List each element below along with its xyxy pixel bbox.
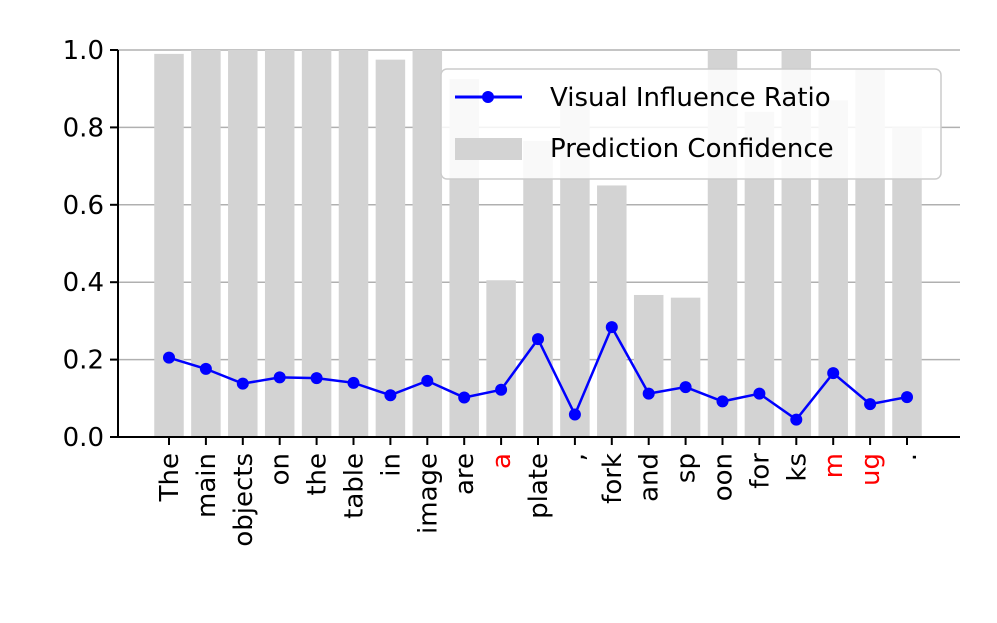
data-point [568, 408, 581, 421]
bar [597, 185, 627, 437]
x-tick-label: a [487, 453, 517, 469]
data-point [347, 376, 360, 389]
x-tick-label: the [303, 453, 333, 496]
data-point [753, 387, 766, 400]
legend-bar-swatch [455, 138, 522, 160]
x-tick-label: image [413, 453, 443, 534]
data-point [901, 391, 913, 404]
y-tick-label: 0.8 [63, 113, 104, 143]
x-tick-label: in [376, 453, 406, 477]
x-tick-label: plate [524, 453, 554, 519]
data-point [163, 351, 175, 364]
y-tick-label: 0.6 [63, 191, 104, 221]
data-point [679, 381, 692, 394]
x-tick-label: on [266, 453, 296, 485]
x-tick-label: and [635, 453, 665, 502]
data-point [605, 321, 618, 334]
x-tick-label: table [340, 453, 370, 519]
data-point [790, 413, 803, 426]
data-point [384, 389, 397, 402]
bar [670, 297, 701, 437]
bar [191, 50, 221, 437]
data-point [421, 374, 434, 387]
data-point [458, 391, 471, 404]
data-point [864, 398, 877, 411]
data-point [495, 383, 508, 396]
bar [154, 53, 184, 438]
x-tick-label: oon [709, 453, 739, 501]
legend-label-visual-influence: Visual Influence Ratio [550, 83, 831, 113]
x-tick-label: for [745, 453, 775, 489]
bar [523, 140, 553, 437]
data-point [273, 371, 286, 384]
x-tick-label: are [450, 453, 480, 495]
x-tick-label: m [819, 453, 849, 478]
data-point [716, 395, 729, 408]
data-point [199, 362, 212, 375]
x-tick-label: The [155, 453, 185, 502]
x-tick-label: ug [856, 453, 886, 486]
x-tick-label: fork [598, 453, 628, 504]
y-tick-label: 0.0 [63, 423, 104, 453]
x-tick-label: . [893, 453, 923, 461]
legend-label-prediction-confidence: Prediction Confidence [550, 134, 834, 164]
bar [375, 59, 406, 438]
x-tick-label: , [561, 453, 591, 461]
x-tick-label: main [192, 453, 222, 518]
y-tick-label: 1.0 [63, 36, 104, 66]
x-tick-label: ks [782, 453, 812, 482]
legend-box [440, 68, 942, 180]
y-tick-label: 0.2 [63, 346, 104, 376]
bar [486, 280, 516, 437]
bar [338, 50, 369, 437]
y-tick-label: 0.4 [63, 268, 104, 298]
bar [228, 50, 258, 437]
data-point [310, 372, 323, 385]
bar [633, 294, 664, 437]
legend-marker-swatch [482, 91, 494, 103]
x-tick-label: objects [229, 453, 259, 547]
data-point [532, 333, 544, 346]
y-ticks: 0.0 0.2 0.4 0.6 0.8 1.0 [63, 36, 118, 453]
data-point [236, 377, 249, 390]
x-ticks: The main objects on the table in image are a plate… [155, 437, 923, 547]
line-series [163, 321, 913, 426]
legend: Visual Influence Ratio Prediction Confid… [440, 68, 942, 180]
data-point [827, 367, 840, 380]
x-tick-label: sp [672, 453, 702, 483]
bar [412, 50, 443, 437]
data-point [642, 387, 655, 400]
